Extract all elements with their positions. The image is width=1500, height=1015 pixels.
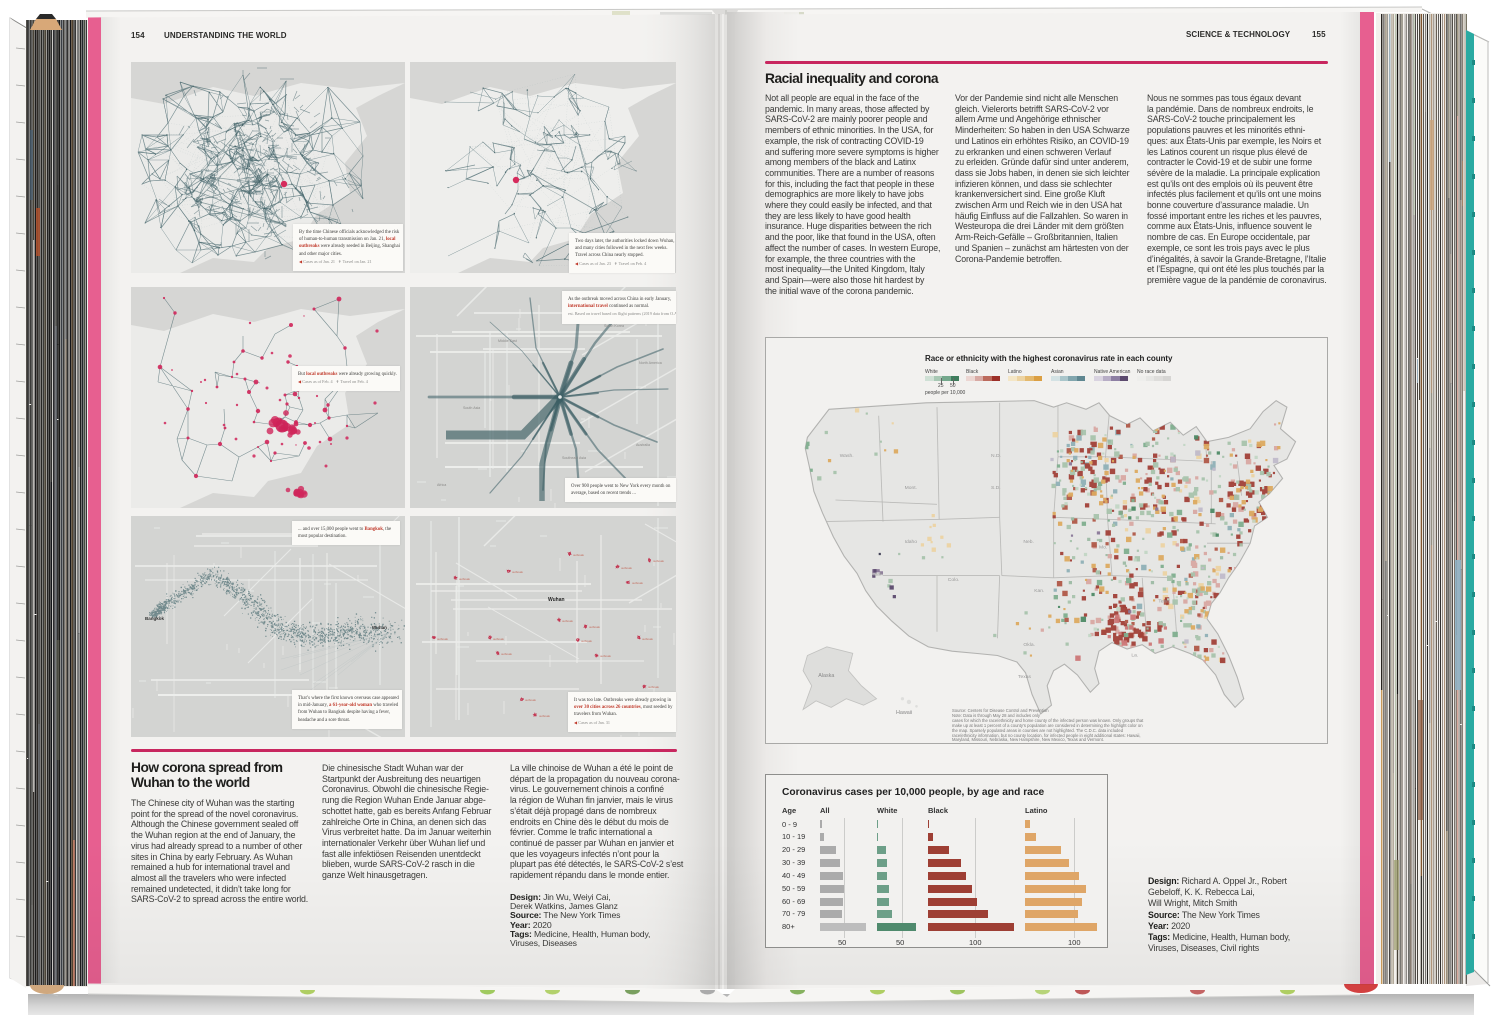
svg-text:outbreak: outbreak (621, 566, 632, 570)
svg-text:outbreak: outbreak (648, 685, 659, 689)
svg-text:Wuhan: Wuhan (548, 597, 565, 603)
svg-text:Tenn.: Tenn. (1158, 599, 1170, 605)
svg-text:outbreak: outbreak (632, 581, 643, 585)
svg-text:Kan.: Kan. (1034, 588, 1044, 594)
svg-text:Mo.: Mo. (1099, 545, 1107, 551)
svg-text:Neb.: Neb. (1023, 539, 1033, 545)
svg-text:outbreak: outbreak (581, 639, 592, 643)
svg-text:Mont.: Mont. (905, 485, 917, 491)
svg-text:Middle East: Middle East (498, 339, 517, 343)
svg-text:outbreak: outbreak (525, 698, 536, 702)
svg-text:Wuhan: Wuhan (372, 625, 387, 630)
svg-text:outbreak: outbreak (589, 625, 600, 629)
svg-text:Texas: Texas (1018, 674, 1031, 680)
svg-text:N.D.: N.D. (991, 453, 1001, 459)
svg-text:outbreak: outbreak (653, 559, 664, 563)
svg-text:outbreak: outbreak (600, 654, 611, 658)
svg-text:outbreak: outbreak (493, 637, 504, 641)
svg-text:outbreak: outbreak (539, 714, 550, 718)
svg-text:Colo.: Colo. (948, 577, 960, 583)
svg-text:Bangkok: Bangkok (145, 616, 165, 621)
svg-text:Okla.: Okla. (1023, 642, 1035, 648)
svg-text:La.: La. (1131, 653, 1138, 659)
svg-text:outbreak: outbreak (437, 637, 448, 641)
svg-text:outbreak: outbreak (573, 553, 584, 557)
svg-text:outbreak: outbreak (562, 619, 573, 623)
svg-text:Australia: Australia (636, 443, 650, 447)
svg-text:Hawaii: Hawaii (896, 710, 912, 716)
svg-text:Wash.: Wash. (840, 453, 854, 459)
svg-text:Utah: Utah (872, 572, 883, 578)
svg-text:S.D.: S.D. (991, 485, 1001, 491)
svg-text:outbreak: outbreak (642, 637, 653, 641)
svg-text:Alaska: Alaska (818, 673, 834, 679)
svg-text:South Korea: South Korea (604, 324, 624, 328)
svg-text:Idaho: Idaho (905, 539, 918, 545)
svg-text:outbreak: outbreak (459, 577, 470, 581)
svg-text:North America: North America (639, 361, 662, 365)
svg-text:Southeast Asia: Southeast Asia (562, 456, 586, 460)
svg-text:outbreak: outbreak (512, 570, 523, 574)
svg-text:Africa: Africa (437, 483, 446, 487)
svg-text:outbreak: outbreak (501, 652, 512, 656)
svg-text:South Asia: South Asia (463, 406, 480, 410)
